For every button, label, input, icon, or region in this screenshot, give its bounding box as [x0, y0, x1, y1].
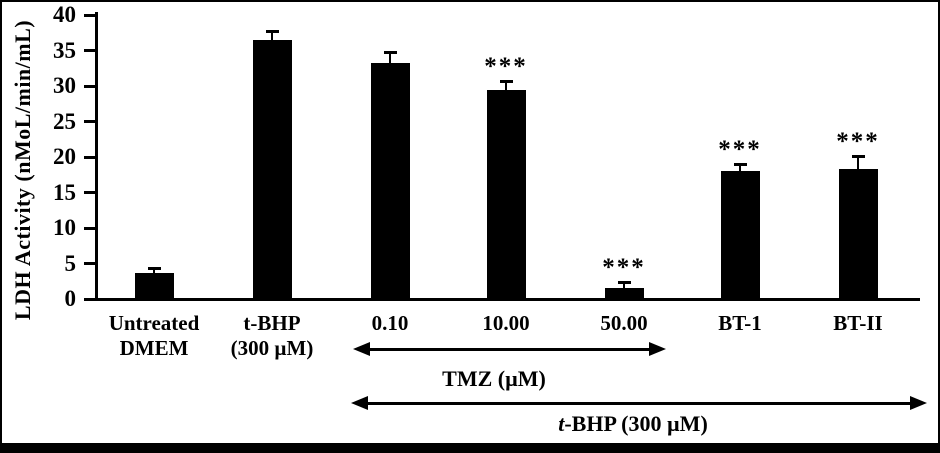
y-tick-15 [84, 191, 95, 194]
y-tick-label-30: 30 [53, 73, 76, 98]
error-bar-cap-10-00 [499, 80, 513, 84]
tbhp-arrow-label-rest: -BHP (300 µM) [564, 411, 708, 436]
x-axis-label-line: 50.00 [600, 311, 648, 335]
x-axis-label-line: (300 µM) [230, 336, 314, 360]
error-bar-stem-50-00 [623, 281, 625, 289]
x-axis-label-bt-ii: BT-II [783, 311, 933, 336]
error-bar-stem-0-10 [389, 51, 391, 63]
error-bar-cap-t-bhp-300-m [265, 29, 279, 33]
y-tick-30 [84, 84, 95, 88]
bar-0-10 [370, 62, 410, 299]
x-axis-label-10-00: 10.00 [431, 311, 581, 336]
error-bar-cap-bt-1 [733, 163, 747, 167]
x-axis-label-line: BT-II [833, 311, 883, 335]
y-tick-35 [84, 49, 95, 52]
y-tick-label-5: 5 [64, 250, 77, 276]
error-bar-cap-bt-ii [851, 154, 865, 158]
error-bar-stem-untreated-dmem [153, 267, 155, 274]
tbhp-arrow-label: t-BHP (300 µM) [493, 411, 773, 437]
error-bar-stem-bt-1 [739, 164, 741, 172]
bar-bt-ii [838, 169, 878, 299]
x-axis-label-line: 10.00 [482, 311, 530, 335]
y-tick-5 [84, 262, 95, 265]
error-bar-stem-t-bhp-300-m [271, 30, 273, 40]
error-bar-cap-untreated-dmem [147, 266, 161, 270]
significance-bt-ii: *** [836, 127, 880, 155]
bar-10-00 [486, 89, 526, 299]
x-axis-label-line: BT-1 [718, 311, 762, 335]
significance-10-00: *** [484, 53, 528, 81]
y-tick-label-15: 15 [53, 179, 76, 205]
y-tick-0 [84, 297, 95, 301]
significance-bt-1: *** [718, 136, 762, 164]
error-bar-stem-10-00 [505, 81, 507, 90]
tmz-arrow-right-head [649, 342, 666, 356]
tbhp-arrow-line [357, 402, 921, 405]
x-axis-label-t-bhp-300-m: t-BHP (300 µM) [197, 311, 347, 361]
y-tick-label-25: 25 [53, 108, 76, 134]
y-tick-label-10: 10 [53, 215, 76, 240]
x-axis-label-line: t-BHP [243, 311, 301, 335]
y-tick-label-0: 0 [64, 286, 77, 311]
error-bar-stem-bt-ii [857, 155, 859, 170]
bar-untreated-dmem [134, 273, 174, 299]
bar-bt-1 [720, 171, 760, 299]
tmz-arrow-line [359, 348, 660, 351]
y-tick-20 [84, 155, 95, 159]
y-tick-label-40: 40 [53, 2, 76, 27]
error-bar-cap-0-10 [383, 50, 397, 54]
x-axis-label-untreated-dmem: Untreated DMEM [79, 311, 229, 361]
y-tick-label-20: 20 [53, 144, 76, 169]
bar-50-00 [604, 288, 644, 299]
y-axis-line [95, 12, 98, 301]
x-axis-label-50-00: 50.00 [549, 311, 699, 336]
x-axis-label-line: DMEM [119, 336, 189, 360]
bottom-rule [2, 443, 938, 451]
x-axis-line [95, 298, 920, 301]
error-bar-cap-50-00 [617, 280, 631, 284]
tbhp-arrow-label-italic-part: t [558, 411, 565, 436]
tmz-arrow-label: TMZ (µM) [442, 366, 546, 391]
x-axis-label-line: Untreated [108, 311, 200, 335]
tmz-arrow-left-head [353, 342, 370, 356]
y-tick-40 [84, 13, 95, 17]
significance-50-00: *** [602, 253, 646, 281]
x-axis-label-bt-1: BT-1 [665, 311, 815, 336]
x-axis-label-0-10: 0.10 [315, 311, 465, 336]
y-tick-10 [84, 226, 95, 230]
tbhp-arrow-right-head [910, 396, 927, 410]
y-tick-label-35: 35 [53, 37, 76, 63]
bar-t-bhp-300-m [252, 39, 292, 299]
y-tick-25 [84, 120, 95, 123]
x-axis-label-line: 0.10 [371, 311, 409, 335]
tbhp-arrow-left-head [351, 396, 368, 410]
